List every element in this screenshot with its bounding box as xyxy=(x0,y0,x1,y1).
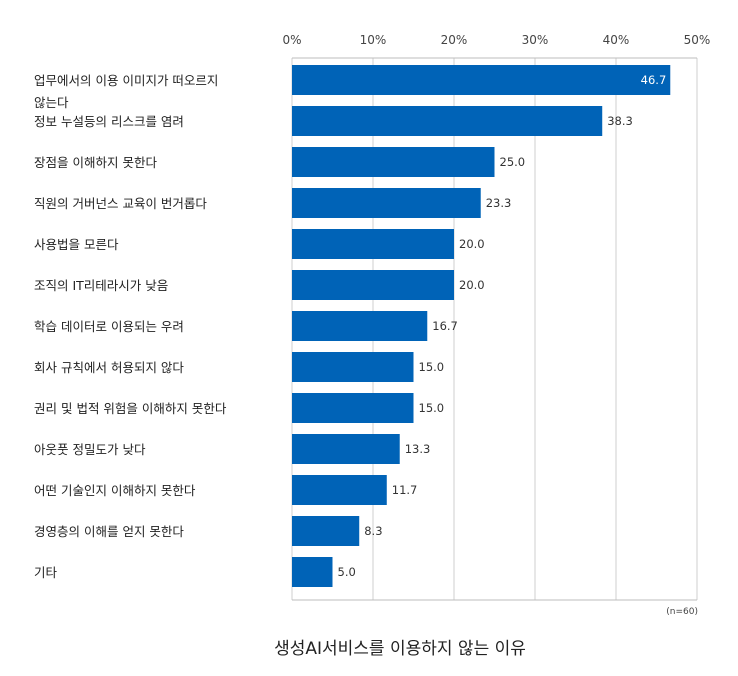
x-axis-ticks: 0% 10% 20% 30% 40% 50% xyxy=(282,33,710,47)
x-tick-label: 40% xyxy=(603,33,630,47)
bar xyxy=(292,434,400,464)
bar xyxy=(292,311,428,341)
x-tick-label: 10% xyxy=(360,33,387,47)
value-label: 15.0 xyxy=(419,401,445,415)
bar xyxy=(292,475,387,505)
value-label: 38.3 xyxy=(607,114,633,128)
bar xyxy=(292,557,333,587)
sample-size-note: (n=60) xyxy=(666,607,698,617)
bar xyxy=(292,188,481,218)
bar xyxy=(292,270,454,300)
x-tick-label: 0% xyxy=(282,33,301,47)
value-label: 25.0 xyxy=(500,155,526,169)
x-tick-label: 20% xyxy=(441,33,468,47)
category-label: 어떤 기술인지 이해하지 못한다 xyxy=(34,483,196,498)
chart-title: 생성AI서비스를 이용하지 않는 이유 xyxy=(274,639,526,659)
category-label: 사용법을 모른다 xyxy=(34,237,119,252)
value-label: 20.0 xyxy=(459,237,485,251)
category-label: 학습 데이터로 이용되는 우려 xyxy=(34,319,184,334)
bar xyxy=(292,147,495,177)
category-label: 장점을 이해하지 못한다 xyxy=(34,155,157,170)
value-label: 20.0 xyxy=(459,278,485,292)
category-label: 권리 및 법적 위험을 이해하지 못한다 xyxy=(34,401,227,416)
value-labels: 46.7 38.3 25.0 23.3 20.0 20.0 16.7 15.0 15.0 13.3… xyxy=(338,73,667,579)
bar xyxy=(292,106,603,136)
category-label: 회사 규칙에서 허용되지 않다 xyxy=(34,360,184,375)
category-label: 아웃풋 정밀도가 낮다 xyxy=(34,442,146,457)
value-label: 23.3 xyxy=(486,196,512,210)
category-label: 정보 누설등의 리스크를 염려 xyxy=(34,114,184,129)
value-label: 13.3 xyxy=(405,442,431,456)
value-label: 16.7 xyxy=(432,319,458,333)
bars xyxy=(292,65,671,587)
bar xyxy=(292,229,454,259)
bar xyxy=(292,352,414,382)
value-label: 8.3 xyxy=(364,524,382,538)
category-label: 직원의 거버넌스 교육이 번거롭다 xyxy=(34,196,207,211)
category-label: 업무에서의 이용 이미지가 떠오르지 않는다 xyxy=(34,73,218,110)
x-tick-label: 50% xyxy=(684,33,711,47)
value-label: 46.7 xyxy=(641,73,667,87)
bar xyxy=(292,516,360,546)
category-label: 경영층의 이해를 얻지 못한다 xyxy=(34,524,184,539)
category-label: 조직의 IT리테라시가 낮음 xyxy=(34,278,168,293)
bar xyxy=(292,65,671,95)
value-label: 5.0 xyxy=(338,565,356,579)
bar xyxy=(292,393,414,423)
value-label: 15.0 xyxy=(419,360,445,374)
x-tick-label: 30% xyxy=(522,33,549,47)
value-label: 11.7 xyxy=(392,483,418,497)
category-label: 기타 xyxy=(34,565,58,580)
